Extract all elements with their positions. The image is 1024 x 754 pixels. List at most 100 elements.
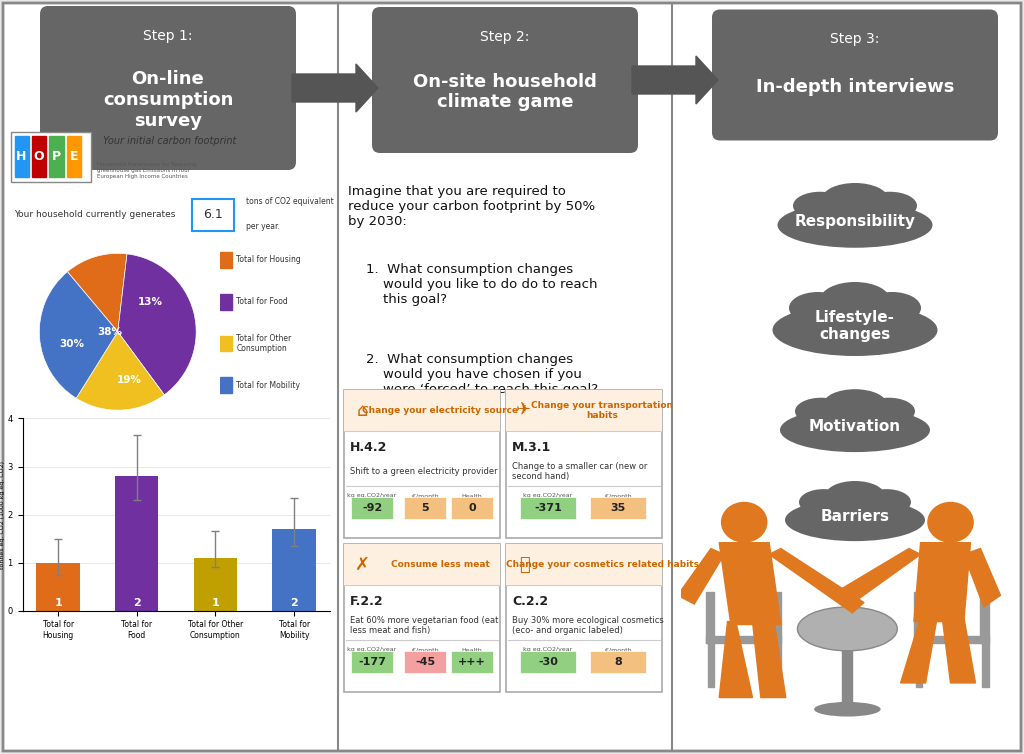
FancyBboxPatch shape <box>712 10 998 140</box>
FancyBboxPatch shape <box>3 3 1021 751</box>
Polygon shape <box>678 549 724 604</box>
Text: On-site household
climate game: On-site household climate game <box>413 72 597 112</box>
Text: Consume less meat: Consume less meat <box>390 560 489 569</box>
Text: 19%: 19% <box>117 375 142 385</box>
Text: Change your cosmetics related habits: Change your cosmetics related habits <box>506 560 698 569</box>
Text: Total for Housing: Total for Housing <box>237 255 301 264</box>
Ellipse shape <box>820 282 890 318</box>
FancyBboxPatch shape <box>344 390 500 538</box>
Text: kg eq.CO2/year: kg eq.CO2/year <box>347 494 396 498</box>
Ellipse shape <box>814 298 863 326</box>
Bar <box>913 636 989 643</box>
Text: 1: 1 <box>54 598 62 608</box>
Ellipse shape <box>816 197 863 222</box>
Text: Total for Food: Total for Food <box>237 297 288 306</box>
Text: ⌂: ⌂ <box>356 402 368 420</box>
Wedge shape <box>118 254 197 395</box>
Text: 2: 2 <box>133 598 140 608</box>
FancyBboxPatch shape <box>6 175 334 747</box>
Text: Barriers: Barriers <box>820 509 890 524</box>
Text: 5: 5 <box>421 503 429 513</box>
Ellipse shape <box>798 607 897 651</box>
Bar <box>220 336 231 351</box>
Bar <box>344 390 380 431</box>
Ellipse shape <box>847 197 894 222</box>
Text: kg eq.CO2/year: kg eq.CO2/year <box>523 494 572 498</box>
Ellipse shape <box>820 494 862 516</box>
Text: Change your transportation
habits: Change your transportation habits <box>531 401 673 421</box>
Polygon shape <box>769 549 864 613</box>
Bar <box>915 643 923 688</box>
Bar <box>220 293 231 310</box>
Bar <box>982 643 989 688</box>
Text: €/month: €/month <box>412 494 438 498</box>
Text: Shift to a green electricity provider: Shift to a green electricity provider <box>350 467 498 476</box>
Text: 38%: 38% <box>97 326 123 337</box>
Text: 8: 8 <box>614 657 623 667</box>
Bar <box>506 544 542 585</box>
Text: €/month: €/month <box>605 648 632 652</box>
Ellipse shape <box>799 489 848 515</box>
Text: In-depth interviews: In-depth interviews <box>756 78 954 96</box>
Bar <box>706 593 715 643</box>
Wedge shape <box>76 332 164 410</box>
Bar <box>506 544 662 585</box>
Ellipse shape <box>823 389 887 420</box>
Bar <box>451 651 493 673</box>
Text: P: P <box>52 150 61 164</box>
Ellipse shape <box>785 499 925 541</box>
Polygon shape <box>719 543 780 624</box>
Ellipse shape <box>772 304 938 356</box>
Text: Your household currently generates: Your household currently generates <box>14 210 176 219</box>
Bar <box>708 643 715 688</box>
Text: Household Preferences for Reducing
greenhouse gas Emissions in four
European Hig: Household Preferences for Reducing green… <box>97 162 197 179</box>
Bar <box>774 643 780 688</box>
Bar <box>843 649 852 708</box>
Text: F.2.2: F.2.2 <box>350 595 384 608</box>
Text: M.3.1: M.3.1 <box>512 441 551 454</box>
Polygon shape <box>964 549 1000 607</box>
Polygon shape <box>292 64 378 112</box>
FancyBboxPatch shape <box>372 7 638 153</box>
Text: 🛒: 🛒 <box>518 556 529 574</box>
Polygon shape <box>901 618 937 683</box>
Text: 6.1: 6.1 <box>203 208 223 222</box>
Ellipse shape <box>780 408 930 452</box>
Text: Lifestyle-
changes: Lifestyle- changes <box>815 310 895 342</box>
Bar <box>14 136 29 177</box>
Text: Buy 30% more ecological cosmetics
(eco- and organic labeled): Buy 30% more ecological cosmetics (eco- … <box>512 616 664 635</box>
Text: Change your electricity source: Change your electricity source <box>361 406 518 415</box>
Text: C.2.2: C.2.2 <box>512 595 548 608</box>
Polygon shape <box>632 56 718 104</box>
Text: Health: Health <box>462 648 482 652</box>
Text: 13%: 13% <box>138 297 163 307</box>
Text: 30%: 30% <box>59 339 85 348</box>
Text: 1.  What consumption changes
    would you like to do do to reach
    this goal?: 1. What consumption changes would you li… <box>366 263 597 306</box>
FancyBboxPatch shape <box>11 132 91 182</box>
Bar <box>506 390 542 431</box>
Ellipse shape <box>825 481 885 510</box>
Text: -30: -30 <box>539 657 558 667</box>
Bar <box>220 252 231 268</box>
Y-axis label: tonnes eq. CO2 (1000 kg eq. CO2): tonnes eq. CO2 (1000 kg eq. CO2) <box>0 461 5 569</box>
Bar <box>520 651 577 673</box>
FancyBboxPatch shape <box>506 390 662 538</box>
Bar <box>772 593 781 643</box>
Text: €/month: €/month <box>605 494 632 498</box>
Text: E: E <box>70 150 78 164</box>
Text: Step 2:: Step 2: <box>480 30 529 44</box>
Bar <box>451 497 493 519</box>
Ellipse shape <box>862 489 911 515</box>
Text: per year.: per year. <box>246 222 281 231</box>
Bar <box>344 544 500 585</box>
Text: +++: +++ <box>458 657 485 667</box>
Text: Step 3:: Step 3: <box>830 32 880 47</box>
Ellipse shape <box>863 192 918 219</box>
Bar <box>37 562 80 611</box>
Bar <box>344 390 500 431</box>
Text: ✈: ✈ <box>516 402 531 420</box>
Text: kg eq.CO2/year: kg eq.CO2/year <box>347 648 396 652</box>
FancyBboxPatch shape <box>344 544 500 692</box>
Wedge shape <box>39 271 118 398</box>
Ellipse shape <box>817 403 862 427</box>
